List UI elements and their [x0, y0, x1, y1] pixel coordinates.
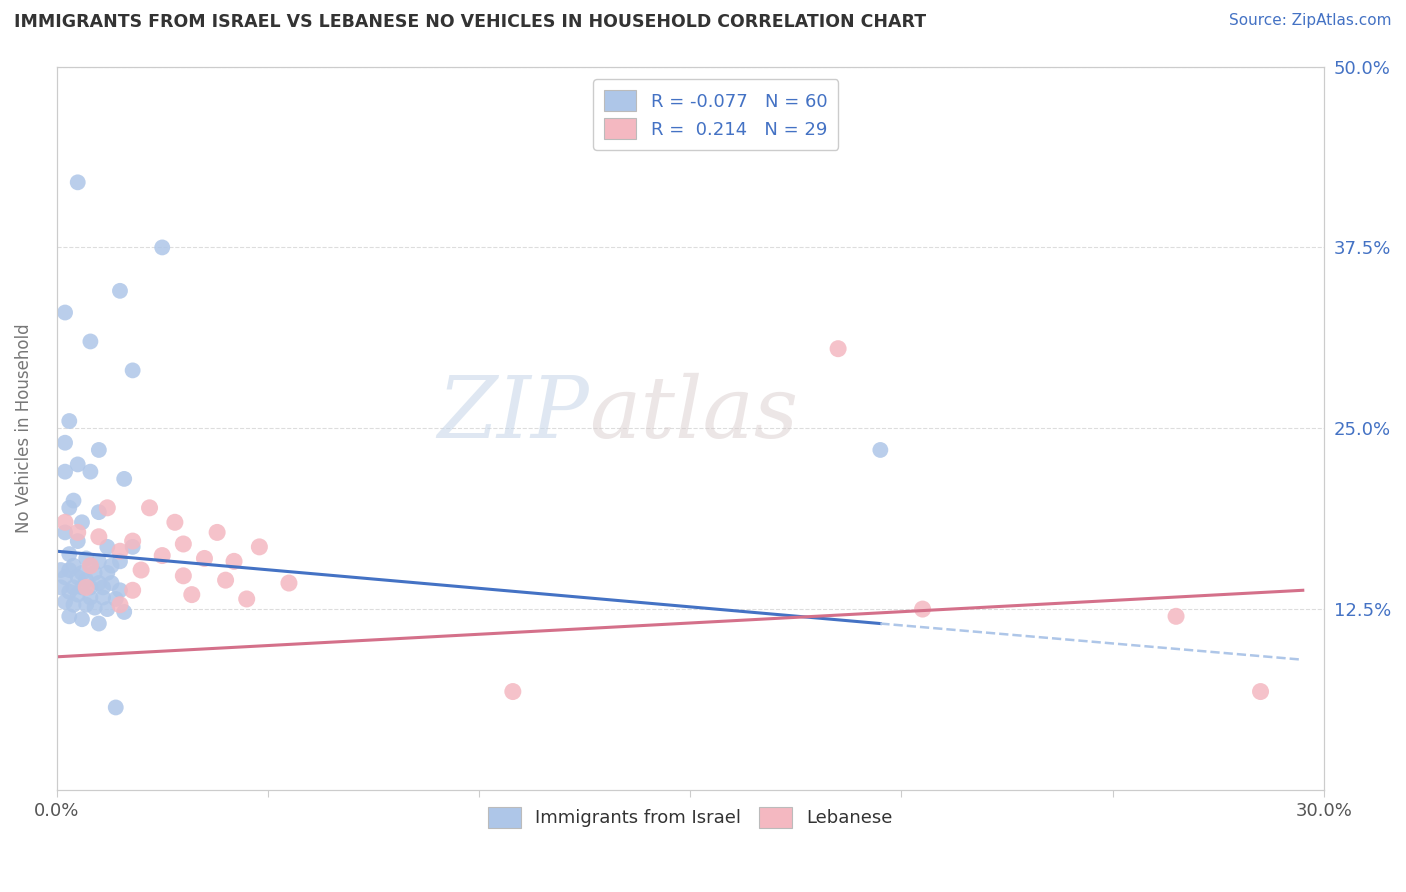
Point — [163, 516, 186, 530]
Point — [91, 591, 114, 605]
Point — [869, 442, 891, 457]
Point — [66, 458, 89, 472]
Point — [87, 576, 110, 591]
Point — [911, 602, 934, 616]
Point — [75, 598, 97, 612]
Point — [180, 588, 202, 602]
Point — [58, 563, 80, 577]
Point — [53, 465, 76, 479]
Point — [247, 540, 270, 554]
Point — [53, 570, 76, 584]
Point — [1250, 684, 1272, 698]
Point — [121, 363, 143, 377]
Text: ZIP: ZIP — [437, 373, 589, 455]
Point — [121, 583, 143, 598]
Point — [172, 537, 194, 551]
Point — [96, 602, 118, 616]
Point — [96, 566, 118, 580]
Point — [112, 605, 135, 619]
Point — [121, 534, 143, 549]
Point — [193, 551, 215, 566]
Point — [79, 581, 101, 595]
Point — [104, 700, 127, 714]
Point — [91, 581, 114, 595]
Point — [87, 505, 110, 519]
Point — [104, 591, 127, 606]
Point — [172, 569, 194, 583]
Point — [108, 284, 131, 298]
Point — [83, 600, 105, 615]
Point — [79, 465, 101, 479]
Point — [62, 493, 84, 508]
Point — [79, 558, 101, 573]
Point — [70, 516, 93, 530]
Point — [58, 414, 80, 428]
Point — [108, 583, 131, 598]
Point — [1164, 609, 1187, 624]
Point — [214, 573, 236, 587]
Y-axis label: No Vehicles in Household: No Vehicles in Household — [15, 324, 32, 533]
Point — [53, 525, 76, 540]
Point — [87, 442, 110, 457]
Point — [87, 616, 110, 631]
Point — [79, 558, 101, 573]
Point — [108, 554, 131, 568]
Point — [150, 549, 173, 563]
Point — [87, 530, 110, 544]
Point — [70, 612, 93, 626]
Point — [502, 684, 524, 698]
Point — [58, 547, 80, 561]
Point — [108, 598, 131, 612]
Point — [53, 435, 76, 450]
Point — [66, 588, 89, 602]
Point — [112, 472, 135, 486]
Point — [49, 581, 72, 595]
Point — [100, 576, 122, 591]
Point — [138, 500, 160, 515]
Point — [278, 576, 301, 591]
Point — [150, 240, 173, 254]
Point — [49, 563, 72, 577]
Point — [62, 598, 84, 612]
Point — [70, 581, 93, 595]
Point — [83, 566, 105, 580]
Point — [75, 581, 97, 595]
Point — [58, 609, 80, 624]
Point — [70, 566, 93, 580]
Point — [53, 595, 76, 609]
Point — [66, 175, 89, 189]
Point — [827, 342, 849, 356]
Point — [58, 584, 80, 599]
Point — [62, 581, 84, 595]
Point — [79, 591, 101, 605]
Point — [75, 551, 97, 566]
Point — [53, 305, 76, 319]
Point — [62, 558, 84, 573]
Point — [66, 534, 89, 549]
Legend: Immigrants from Israel, Lebanese: Immigrants from Israel, Lebanese — [481, 800, 900, 835]
Point — [129, 563, 152, 577]
Point — [79, 334, 101, 349]
Point — [75, 573, 97, 587]
Point — [58, 500, 80, 515]
Point — [87, 554, 110, 568]
Text: Source: ZipAtlas.com: Source: ZipAtlas.com — [1229, 13, 1392, 29]
Point — [96, 540, 118, 554]
Point — [53, 516, 76, 530]
Point — [66, 525, 89, 540]
Point — [235, 591, 257, 606]
Point — [121, 540, 143, 554]
Point — [222, 554, 245, 568]
Text: IMMIGRANTS FROM ISRAEL VS LEBANESE NO VEHICLES IN HOUSEHOLD CORRELATION CHART: IMMIGRANTS FROM ISRAEL VS LEBANESE NO VE… — [14, 13, 927, 31]
Point — [96, 500, 118, 515]
Point — [100, 558, 122, 573]
Text: atlas: atlas — [589, 373, 799, 455]
Point — [66, 570, 89, 584]
Point — [205, 525, 228, 540]
Point — [108, 544, 131, 558]
